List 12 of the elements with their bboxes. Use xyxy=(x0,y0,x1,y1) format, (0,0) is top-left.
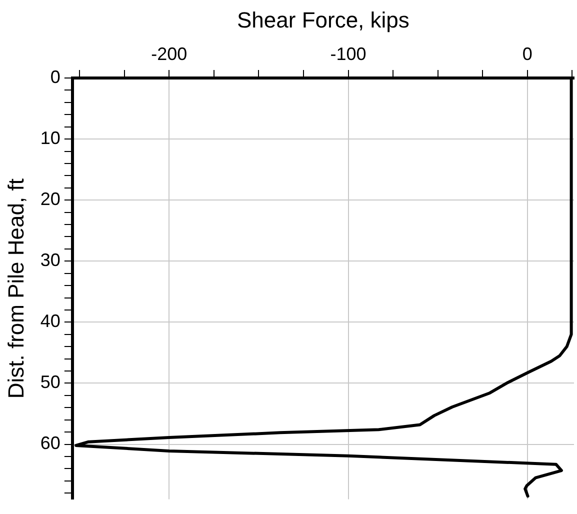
y-tick-label: 0 xyxy=(50,66,60,87)
x-tick-label: -100 xyxy=(330,44,366,64)
y-tick-label: 50 xyxy=(40,372,60,392)
y-tick-label: 20 xyxy=(40,189,60,210)
y-tick-label: 60 xyxy=(40,433,60,454)
y-tick-label: 30 xyxy=(40,250,60,270)
y-tick-label: 40 xyxy=(40,311,60,332)
x-axis-title: Shear Force, kips xyxy=(237,7,410,32)
x-tick-label: 0 xyxy=(522,44,532,64)
y-axis-title: Dist. from Pile Head, ft xyxy=(3,178,28,399)
y-tick-label: 10 xyxy=(40,128,60,148)
x-tick-label: -200 xyxy=(151,44,188,64)
